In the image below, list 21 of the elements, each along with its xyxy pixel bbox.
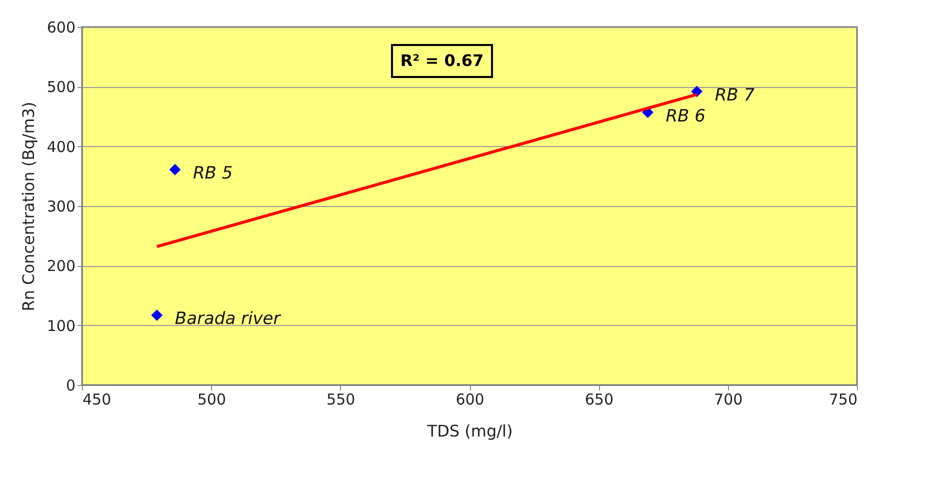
y-tick-label: 400 [46,138,76,156]
x-tick-label: 600 [456,390,484,408]
annotation: RB 5 [193,164,233,184]
annotation: RB 6 [666,106,706,126]
y-tick-label: 100 [46,316,76,335]
x-tick-label: 550 [326,390,356,408]
x-tick-label: 650 [584,390,614,408]
y-tick-label: 300 [46,198,76,216]
annotation: Barada river [174,309,282,330]
x-axis-title: TDS (mg/l) [426,422,513,440]
y-tick-label: 200 [46,257,76,276]
y-tick-label: 600 [46,18,76,36]
x-tick-label: 700 [714,390,743,408]
annotation: R² = 0.67 [400,51,484,70]
annotation: RB 7 [714,85,755,106]
y-tick-label: 0 [66,376,76,394]
x-tick-label: 500 [197,390,226,408]
x-tick-label: 750 [828,390,858,408]
y-tick-label: 500 [46,78,76,96]
x-tick-label: 450 [82,390,112,408]
y-axis-title: Rn Concentration (Bq/m3) [18,102,38,312]
